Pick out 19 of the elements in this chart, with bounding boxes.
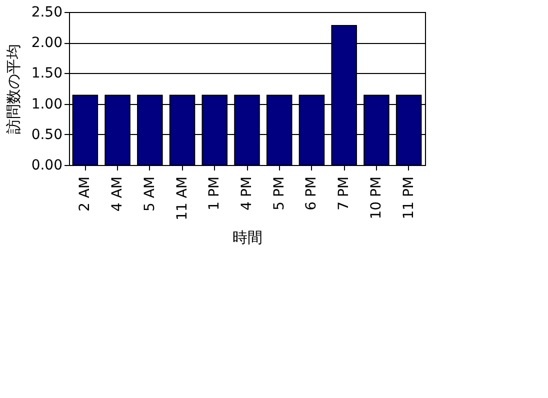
x-tick-label: 10 PM <box>368 176 384 220</box>
x-tick-label: 11 PM <box>400 176 417 220</box>
y-tick-label: 0.00 <box>31 158 62 174</box>
x-axis-title: 時間 <box>232 228 262 246</box>
y-tick-label: 1.50 <box>31 66 62 82</box>
y-tick-label: 1.00 <box>31 96 62 112</box>
y-tick-label: 0.50 <box>31 126 62 143</box>
x-tick-label: 5 AM <box>142 176 158 212</box>
x-tick-label: 1 PM <box>206 176 223 210</box>
x-tick-label: 4 PM <box>239 176 255 210</box>
y-tick-label: 2.50 <box>31 4 62 20</box>
x-tick-label: 4 AM <box>110 176 126 212</box>
x-tick-label: 2 AM <box>77 176 94 212</box>
x-tick-label: 5 PM <box>271 176 288 210</box>
x-tick-label: 6 PM <box>304 176 320 210</box>
y-tick-label: 2.00 <box>31 35 62 52</box>
x-tick-label: 11 AM <box>174 176 190 220</box>
x-tick-label: 7 PM <box>336 176 352 210</box>
y-axis-title: 訪問数の平均 <box>4 44 22 134</box>
